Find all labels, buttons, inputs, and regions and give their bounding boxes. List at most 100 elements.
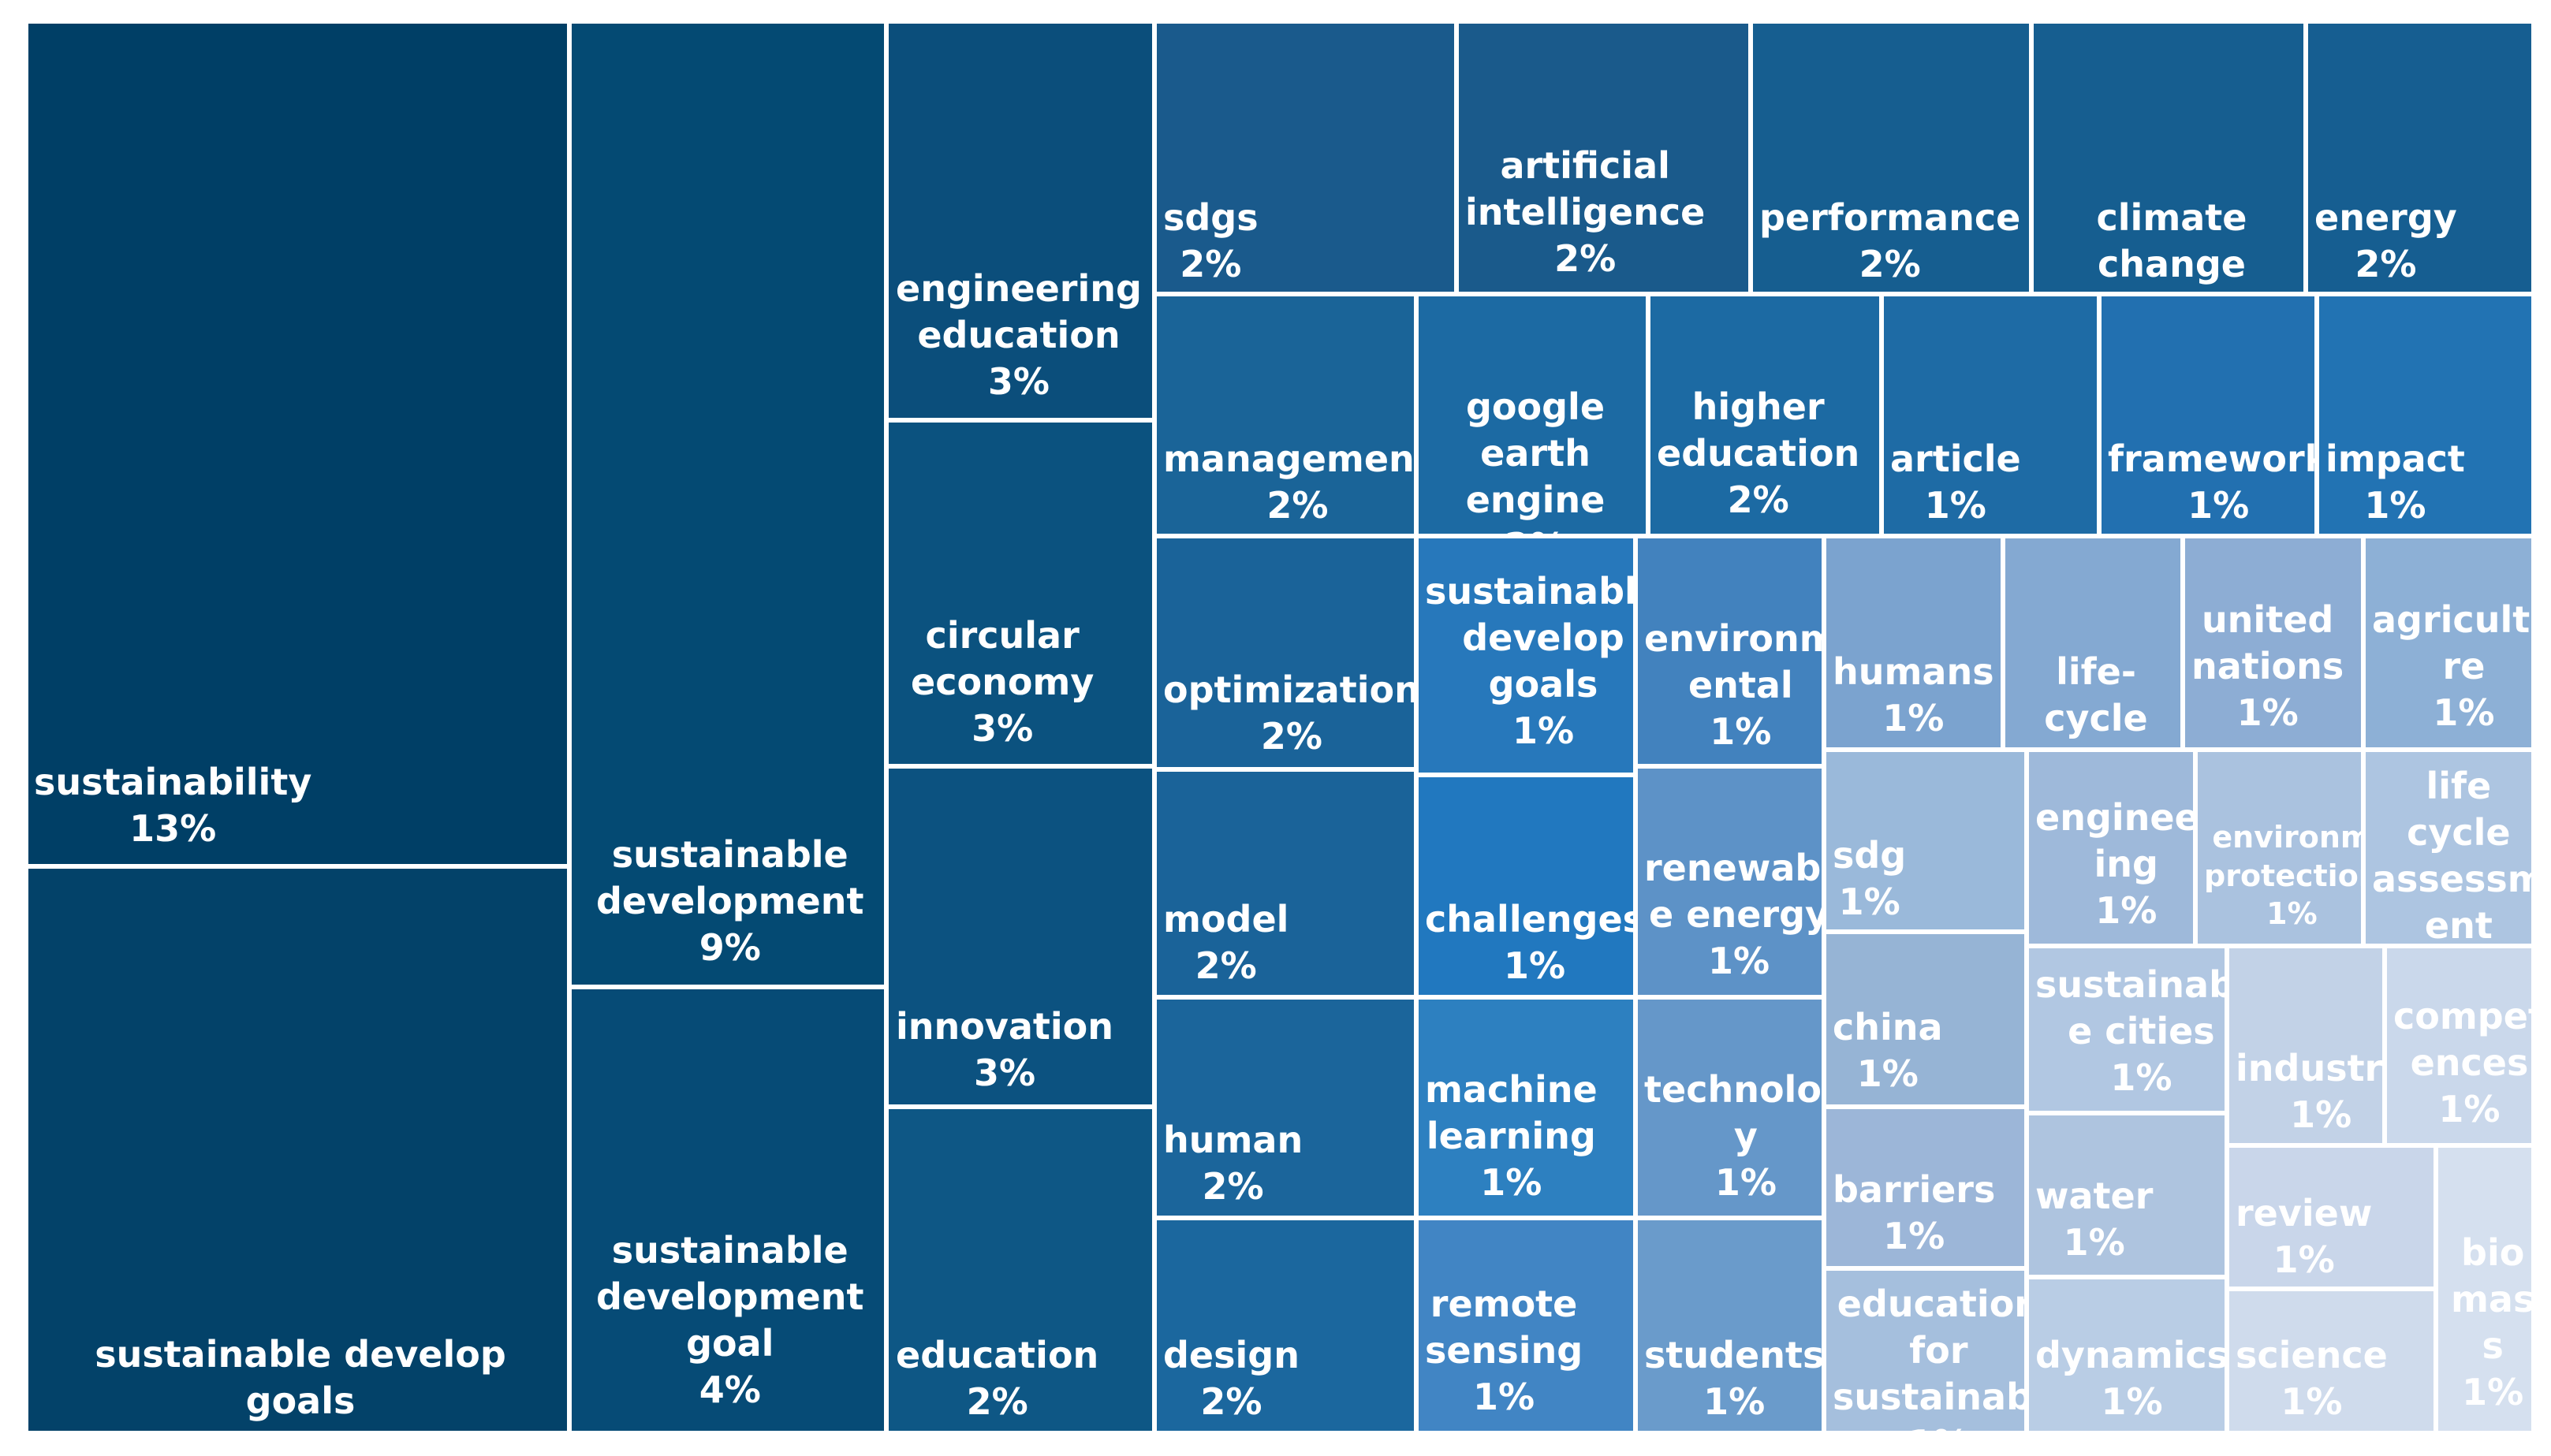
tile-label: human 2% xyxy=(1163,1117,1303,1210)
tile-percent: 2% xyxy=(1266,483,1329,527)
treemap-tile: china 1% xyxy=(1824,932,2027,1107)
tile-percent: 1% xyxy=(2266,896,2318,932)
tile-percent: 9% xyxy=(699,925,761,969)
tile-percent: 2% xyxy=(1202,1164,1264,1208)
tile-label: dynamics 1% xyxy=(2035,1332,2225,1425)
tile-name: optimization xyxy=(1163,668,1416,711)
tile-name: environm ental xyxy=(1644,617,1824,706)
tile-percent: 2% xyxy=(1425,523,1646,534)
treemap-tile: energy 2% xyxy=(2306,21,2534,294)
treemap-tile: challenges 1% xyxy=(1416,775,1635,997)
tile-label: management 2% xyxy=(1163,436,1416,529)
tile-name: innovation xyxy=(896,1005,1113,1048)
tile-percent: 13% xyxy=(129,806,217,850)
tile-name: impact xyxy=(2325,438,2465,480)
treemap-tile: science 1% xyxy=(2227,1289,2436,1433)
treemap-tile: water 1% xyxy=(2027,1113,2227,1277)
tile-percent: 1% xyxy=(1856,1052,1919,1095)
tile-name: agricultu re xyxy=(2372,598,2531,687)
tile-label: design 2% xyxy=(1163,1332,1300,1425)
tile-name: water xyxy=(2035,1175,2154,1217)
tile-label: artificial intelligence 2% xyxy=(1465,143,1705,282)
tile-name: sdgs xyxy=(1163,196,1259,239)
tile-name: sustainable development xyxy=(596,833,864,922)
tile-percent: 1% xyxy=(1838,880,1900,923)
tile-name: barriers xyxy=(1833,1168,1996,1211)
tile-percent: 2% xyxy=(2355,242,2417,285)
treemap-tile: dynamics 1% xyxy=(2027,1277,2227,1433)
tile-name: bio mas s xyxy=(2451,1231,2534,1367)
tile-label: sustainable development goal 4% xyxy=(596,1227,863,1413)
tile-name: industry xyxy=(2236,1047,2383,1089)
tile-percent: 1% xyxy=(1512,709,1575,752)
tile-name: climate change xyxy=(2096,196,2247,285)
tile-name: management xyxy=(1163,438,1416,480)
tile-label: framework 1% xyxy=(2108,436,2314,529)
treemap-tile: human 2% xyxy=(1154,997,1416,1218)
treemap-tile: framework 1% xyxy=(2099,294,2317,536)
tile-percent: 2% xyxy=(1200,1380,1262,1423)
treemap-tile: google earth engine 2% xyxy=(1416,294,1648,536)
treemap-tile: life cycle assessm ent1% xyxy=(2363,750,2534,946)
tile-percent: 2% xyxy=(1260,714,1323,758)
tile-percent: 1% xyxy=(1703,1380,1766,1423)
tile-percent: 1% xyxy=(2110,1056,2172,1099)
treemap-tile: article 1% xyxy=(1882,294,2099,536)
tile-percent: 1% xyxy=(2438,1087,2501,1130)
tile-name: sustainable development goal xyxy=(596,1229,864,1365)
treemap-tile: industry1% xyxy=(2227,946,2385,1145)
treemap-tile: climate change 2% xyxy=(2031,21,2306,294)
tile-percent: 1% xyxy=(2236,691,2299,734)
tile-percent: 2% xyxy=(1727,478,1789,521)
tile-percent: 1% xyxy=(2364,483,2426,527)
treemap-tile: circular economy 3% xyxy=(886,420,1154,766)
tile-label: students 1% xyxy=(1644,1332,1824,1425)
tile-name: artificial intelligence xyxy=(1465,144,1706,233)
treemap-tile: barriers 1% xyxy=(1824,1107,2027,1268)
treemap-tile: sdgs 2% xyxy=(1154,21,1456,294)
tile-percent: 1% xyxy=(1473,1375,1535,1418)
tile-percent: 2% xyxy=(966,1380,1028,1423)
tile-label: bio mas s 1% xyxy=(2451,1230,2534,1416)
treemap-tile: design 2% xyxy=(1154,1218,1416,1433)
tile-label: environm ental 1% xyxy=(1644,616,1824,755)
treemap-tile: innovation 3% xyxy=(886,766,1154,1107)
tile-percent: 2% xyxy=(2040,288,2303,292)
tile-percent: 2% xyxy=(1195,944,1257,987)
treemap-tile: bio mas s 1% xyxy=(2436,1145,2534,1433)
tile-name: circular economy xyxy=(911,614,1095,703)
tile-label: higher education 2% xyxy=(1657,384,1859,523)
tile-label: science 1% xyxy=(2236,1332,2388,1425)
tile-name: renewabl e energy xyxy=(1644,847,1824,936)
tile-percent: 1% xyxy=(2012,742,2180,747)
tile-name: google earth engine xyxy=(1465,385,1606,521)
treemap-tile: optimization 2% xyxy=(1154,536,1416,769)
treemap-tile: life-cycle 1% xyxy=(2003,536,2183,750)
tile-percent: 1% xyxy=(2462,1370,2524,1413)
tile-name: design xyxy=(1163,1334,1300,1376)
treemap-tile: sdg 1% xyxy=(1824,750,2027,932)
tile-percent: 1% xyxy=(1833,1421,2024,1431)
treemap-tile: machine learning 1% xyxy=(1416,997,1635,1218)
tile-label: review 1% xyxy=(2236,1190,2372,1283)
treemap-tile: higher education 2% xyxy=(1648,294,1882,536)
tile-name: compet ences xyxy=(2393,995,2534,1084)
tile-name: united nations xyxy=(2191,598,2344,687)
treemap-tile: environm ental 1% xyxy=(1635,536,1824,766)
tile-label: united nations 1% xyxy=(2191,597,2344,736)
tile-label: model 2% xyxy=(1163,896,1289,989)
tile-percent: 1% xyxy=(1882,696,1945,739)
tile-label: industry1% xyxy=(2236,1045,2383,1138)
tile-name: sustainable develop goals xyxy=(95,1333,506,1422)
treemap-tile: sustainable develop goals 9% xyxy=(26,866,569,1433)
tile-name: performance xyxy=(1759,196,2021,239)
tile-name: students xyxy=(1644,1334,1824,1376)
tile-label: education for sustainabl 1% xyxy=(1833,1281,2024,1431)
treemap-tile: humans 1% xyxy=(1824,536,2003,750)
treemap-tile: education for sustainabl 1% xyxy=(1824,1268,2027,1433)
treemap-tile: artificial intelligence 2% xyxy=(1456,21,1751,294)
tile-percent: 2% xyxy=(1859,242,1921,285)
